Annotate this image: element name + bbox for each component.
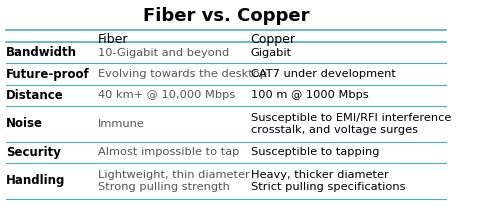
Text: 40 km+ @ 10,000 Mbps: 40 km+ @ 10,000 Mbps (98, 90, 235, 100)
Text: Bandwidth: Bandwidth (6, 46, 77, 59)
Text: CAT7 under development: CAT7 under development (250, 69, 395, 79)
Text: Evolving towards the desktop: Evolving towards the desktop (98, 69, 266, 79)
Text: crosstalk, and voltage surges: crosstalk, and voltage surges (250, 125, 417, 135)
Text: Noise: Noise (6, 117, 43, 130)
Text: Strict pulling specifications: Strict pulling specifications (250, 182, 404, 192)
Text: Immune: Immune (98, 119, 145, 129)
Text: Future-proof: Future-proof (6, 68, 90, 81)
Text: 10-Gigabit and beyond: 10-Gigabit and beyond (98, 48, 229, 58)
Text: Lightweight, thin diameter: Lightweight, thin diameter (98, 170, 249, 180)
Text: Handling: Handling (6, 174, 65, 187)
Text: Fiber: Fiber (98, 33, 128, 46)
Text: Distance: Distance (6, 89, 63, 102)
Text: Copper: Copper (250, 33, 295, 46)
Text: Strong pulling strength: Strong pulling strength (98, 182, 229, 192)
Text: Security: Security (6, 146, 60, 159)
Text: Susceptible to tapping: Susceptible to tapping (250, 147, 378, 157)
Text: Almost impossible to tap: Almost impossible to tap (98, 147, 239, 157)
Text: Heavy, thicker diameter: Heavy, thicker diameter (250, 170, 388, 180)
Text: Gigabit: Gigabit (250, 48, 291, 58)
Text: Susceptible to EMI/RFI interference: Susceptible to EMI/RFI interference (250, 113, 450, 123)
Text: Fiber vs. Copper: Fiber vs. Copper (142, 7, 309, 26)
Text: 100 m @ 1000 Mbps: 100 m @ 1000 Mbps (250, 90, 368, 100)
